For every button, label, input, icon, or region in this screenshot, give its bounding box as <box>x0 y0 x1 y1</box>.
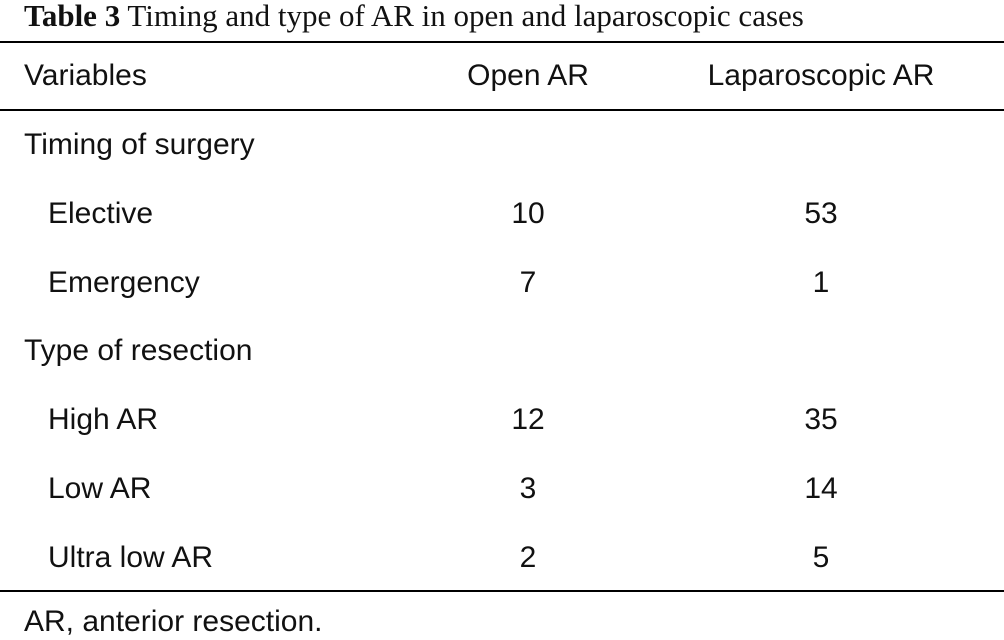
cell-lap-low-ar: 14 <box>804 472 838 505</box>
table-title: Timing and type of AR in open and laparo… <box>127 0 804 33</box>
table-caption: Table 3 Timing and type of AR in open an… <box>24 0 804 36</box>
bottom-rule <box>0 590 1004 592</box>
table-footnote: AR, anterior resection. <box>24 605 323 638</box>
cell-lap-elective: 53 <box>804 197 838 230</box>
header-rule <box>0 109 1004 111</box>
cell-lap-high-ar: 35 <box>804 403 838 436</box>
row-label-ultra-low-ar: Ultra low AR <box>48 541 214 574</box>
table-number: Table 3 <box>24 0 121 33</box>
group-label-resection: Type of resection <box>24 334 253 367</box>
cell-lap-ultra-low-ar: 5 <box>812 541 830 574</box>
cell-open-elective: 10 <box>511 197 545 230</box>
cell-lap-emergency: 1 <box>812 266 830 299</box>
header-open-ar: Open AR <box>467 59 589 92</box>
row-label-high-ar: High AR <box>48 403 159 436</box>
header-variables: Variables <box>24 59 147 92</box>
cell-open-high-ar: 12 <box>511 403 545 436</box>
cell-open-low-ar: 3 <box>519 472 537 505</box>
cell-open-emergency: 7 <box>519 266 537 299</box>
header-laparoscopic-ar: Laparoscopic AR <box>707 59 935 92</box>
group-label-timing: Timing of surgery <box>24 128 255 161</box>
row-label-low-ar: Low AR <box>48 472 152 505</box>
cell-open-ultra-low-ar: 2 <box>519 541 537 574</box>
row-label-elective: Elective <box>48 197 154 230</box>
top-rule <box>0 41 1004 43</box>
row-label-emergency: Emergency <box>48 266 200 299</box>
